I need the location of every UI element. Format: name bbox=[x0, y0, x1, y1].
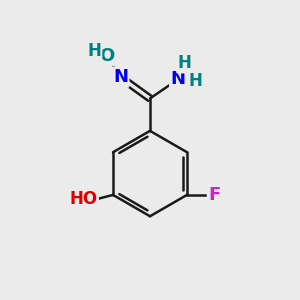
Text: H: H bbox=[87, 42, 101, 60]
Text: N: N bbox=[113, 68, 128, 86]
Text: O: O bbox=[99, 47, 114, 65]
Text: HO: HO bbox=[70, 190, 98, 208]
Text: N: N bbox=[170, 70, 185, 88]
Text: H: H bbox=[178, 54, 191, 72]
Text: F: F bbox=[208, 186, 220, 204]
Text: H: H bbox=[189, 72, 202, 90]
